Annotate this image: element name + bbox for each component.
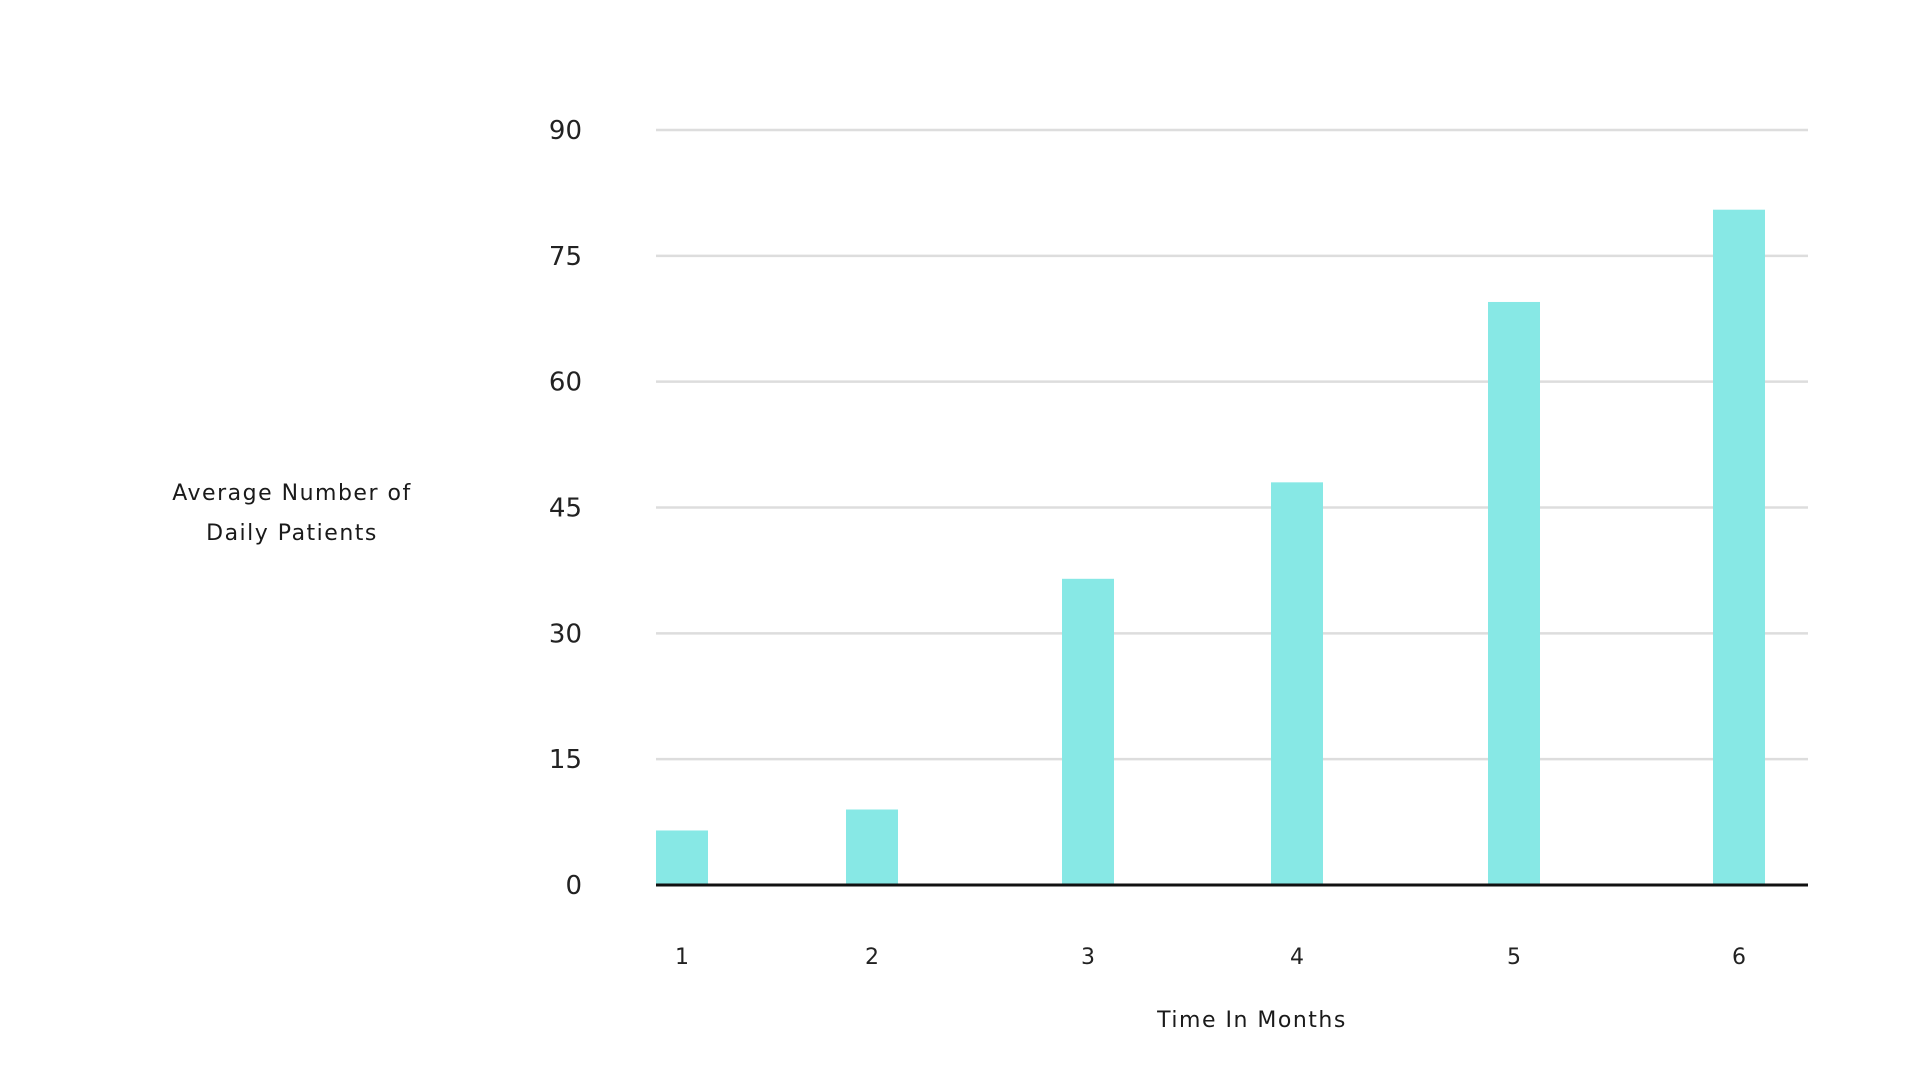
y-axis-ticks: 0 15 30 45 60 75 90 [549,116,582,901]
bar-month-1 [656,830,708,885]
y-tick-label: 90 [549,116,582,146]
y-tick-label: 0 [565,871,582,901]
bar-month-6 [1713,209,1765,885]
y-tick-label: 60 [549,368,582,398]
y-tick-label: 15 [549,745,582,775]
x-tick-label: 3 [1081,945,1095,970]
y-tick-label: 30 [549,619,582,649]
x-tick-label: 1 [675,945,689,970]
x-tick-label: 6 [1732,945,1746,970]
y-tick-label: 75 [549,242,582,272]
bar-month-4 [1271,482,1323,885]
y-axis-label-line-1: Average Number of [172,481,412,506]
bar-month-2 [846,809,898,885]
x-axis-ticks: 1 2 3 4 5 6 [675,945,1746,970]
x-tick-label: 5 [1507,945,1521,970]
x-tick-label: 2 [865,945,879,970]
y-tick-label: 45 [549,494,582,524]
y-axis-label-line-2: Daily Patients [206,521,378,546]
bar-month-3 [1062,578,1114,885]
x-axis-label: Time In Months [1157,1008,1347,1033]
y-axis-label: Average Number of Daily Patients [150,474,434,554]
bar-month-5 [1488,301,1540,885]
gridlines [656,128,1808,761]
bars [656,209,1765,885]
x-tick-label: 4 [1290,945,1304,970]
